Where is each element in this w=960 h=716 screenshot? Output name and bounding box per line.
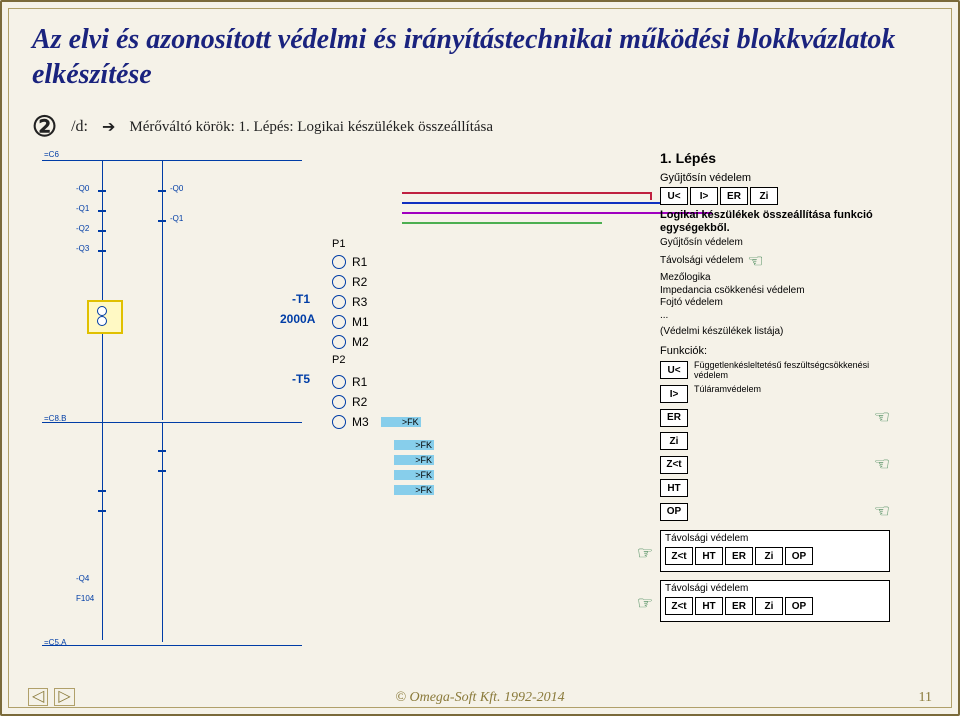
- slide-title: Az elvi és azonosított védelmi és irányí…: [32, 22, 928, 92]
- cell-u: U<: [660, 187, 688, 205]
- subtitle-text: Mérőváltó körök: 1. Lépés: Logikai készü…: [129, 119, 493, 136]
- subtitle-row: ② /d: ➔ Mérőváltó körök: 1. Lépés: Logik…: [32, 110, 928, 144]
- bold-section: Logikai készülékek összeállítása funkció…: [660, 209, 890, 234]
- t5-label: -T5: [292, 372, 310, 386]
- center-ladder: P1 R1 R2 -T1 R3 2000A M1 M2 P2 -T5 R1 R2…: [332, 238, 492, 432]
- left-schematic: =C6 =C8.B =C5: [42, 150, 322, 655]
- page-number: 11: [919, 690, 932, 706]
- listline-4: Fojtó védelem: [660, 297, 890, 310]
- circled-number: ②: [32, 110, 57, 144]
- listline-2: Mezőlogika: [660, 272, 890, 285]
- bus-mid: [42, 422, 302, 423]
- single-op: OP ☜: [660, 501, 890, 522]
- cell-i: I>: [690, 187, 718, 205]
- hand-icon: ☞: [637, 543, 653, 564]
- amp-label: 2000A: [280, 312, 315, 326]
- arrow-icon: ➔: [102, 117, 115, 137]
- slide: Az elvi és azonosított védelmi és irányí…: [0, 0, 960, 716]
- line-green: [402, 222, 602, 224]
- single-er: ER ☜: [660, 407, 890, 428]
- listline-0: Gyűjtősín védelem: [660, 237, 890, 250]
- p2-label: P2: [332, 354, 492, 366]
- bus-top: [42, 160, 302, 161]
- t1-label: -T1: [292, 292, 310, 306]
- diagram-area: =C6 =C8.B =C5: [32, 150, 928, 660]
- listline-1: Távolsági védelem: [660, 255, 743, 268]
- italic-note: (Védelmi készülékek listája): [660, 326, 890, 337]
- def-row-i: I> Túláramvédelem: [660, 385, 890, 403]
- footer-copyright: © Omega-Soft Kft. 1992-2014: [2, 690, 958, 706]
- feeder-1: [102, 160, 103, 640]
- tav-box-2: ☞ Távolsági védelem Z<t HT ER Zi OP: [660, 580, 890, 622]
- right-panel: 1. Lépés Gyűjtősín védelem U< I> ER Zi L…: [660, 150, 890, 622]
- slash-d: /d:: [71, 118, 88, 136]
- cell-er: ER: [720, 187, 748, 205]
- tav-box-1: ☞ Távolsági védelem Z<t HT ER Zi OP: [660, 530, 890, 572]
- ct-circle: [332, 255, 346, 269]
- fk-bar: >FK: [381, 417, 421, 427]
- line-blue: [402, 202, 682, 204]
- listline-5: ...: [660, 310, 890, 323]
- lbl-top: =C6: [44, 150, 59, 159]
- bus-bot: [42, 645, 302, 646]
- gyujto-label: Gyűjtősín védelem: [660, 172, 890, 184]
- funkciok-label: Funkciók:: [660, 345, 890, 357]
- single-zi: Zi: [660, 432, 890, 450]
- hand-icon: ☜: [874, 407, 890, 428]
- p1-label: P1: [332, 238, 492, 250]
- listline-3: Impedancia csökkenési védelem: [660, 285, 890, 298]
- step-heading: 1. Lépés: [660, 150, 890, 166]
- def-row-u: U< Függetlenkésleltetésű feszültségcsökk…: [660, 361, 890, 381]
- hand-icon: ☞: [637, 593, 653, 614]
- feeder-2: [162, 160, 163, 420]
- single-zt: Z<t ☜: [660, 454, 890, 475]
- hand-icon: ☜: [874, 454, 890, 475]
- line-red: [402, 192, 652, 194]
- hand-icon: ☜: [874, 501, 890, 522]
- top-func-row: U< I> ER Zi: [660, 187, 890, 205]
- cell-zi: Zi: [750, 187, 778, 205]
- single-ht: HT: [660, 479, 890, 497]
- hand-icon: ☜: [747, 250, 763, 273]
